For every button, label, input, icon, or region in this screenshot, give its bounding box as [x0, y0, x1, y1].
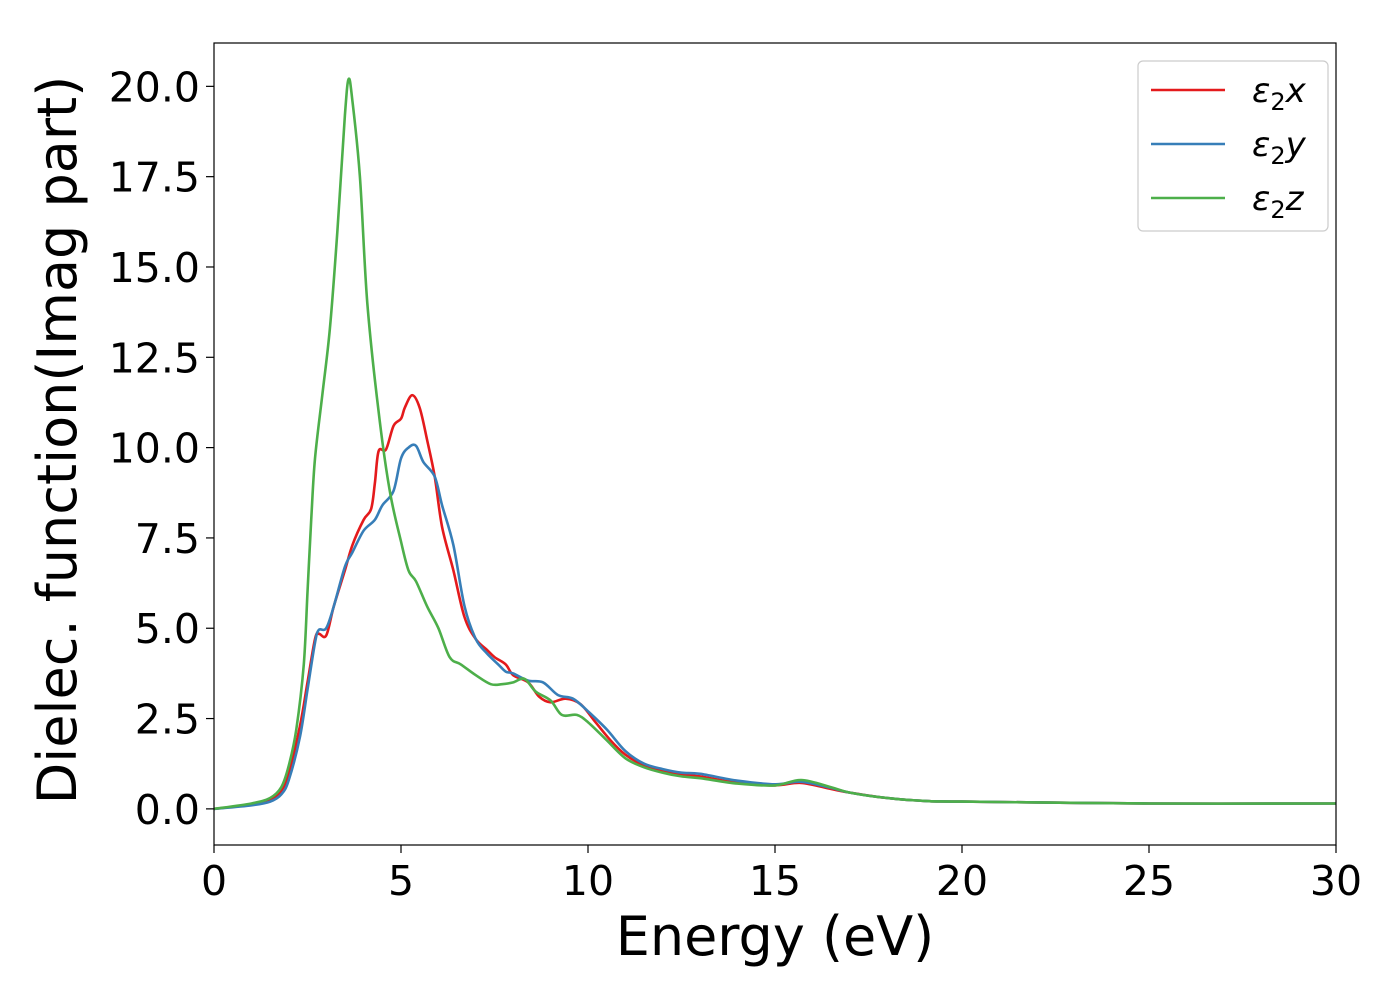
y-tick-label: 10.0 — [109, 425, 200, 473]
legend-label-x: ε2x — [1252, 71, 1307, 116]
y-tick-label: 12.5 — [109, 334, 200, 382]
y-tick-label: 20.0 — [109, 63, 200, 111]
y-tick-label: 0.0 — [135, 786, 200, 834]
series-line-x — [213, 393, 1337, 811]
x-tick-label: 5 — [388, 857, 414, 905]
x-tick-label: 20 — [936, 857, 988, 905]
legend-box — [1137, 60, 1329, 232]
y-tick-label: 15.0 — [109, 244, 200, 292]
y-axis-title: Dielec. function(Imag part) — [26, 76, 89, 805]
x-tick-label: 25 — [1123, 857, 1175, 905]
series-line-y — [213, 443, 1337, 811]
legend: ε2x ε2y ε2z — [1137, 60, 1329, 232]
legend-label-z: ε2z — [1252, 179, 1305, 224]
x-tick-label: 10 — [562, 857, 614, 905]
x-tick-label: 0 — [201, 857, 227, 905]
y-tick-label: 17.5 — [109, 154, 200, 202]
x-axis-title: Energy (eV) — [616, 905, 935, 968]
x-tick-label: 30 — [1310, 857, 1362, 905]
series-line-z — [213, 77, 1337, 811]
legend-label-y: ε2y — [1252, 125, 1307, 170]
y-tick-label: 7.5 — [135, 515, 200, 563]
y-tick-label: 5.0 — [135, 605, 200, 653]
series-layer — [213, 77, 1337, 811]
y-tick-label: 2.5 — [135, 696, 200, 744]
ticks-layer: 0 5 10 15 20 25 30 0.0 2.5 5.0 7.5 10.0 12.5 15.0 17.5… — [109, 63, 1362, 905]
x-tick-label: 15 — [749, 857, 801, 905]
